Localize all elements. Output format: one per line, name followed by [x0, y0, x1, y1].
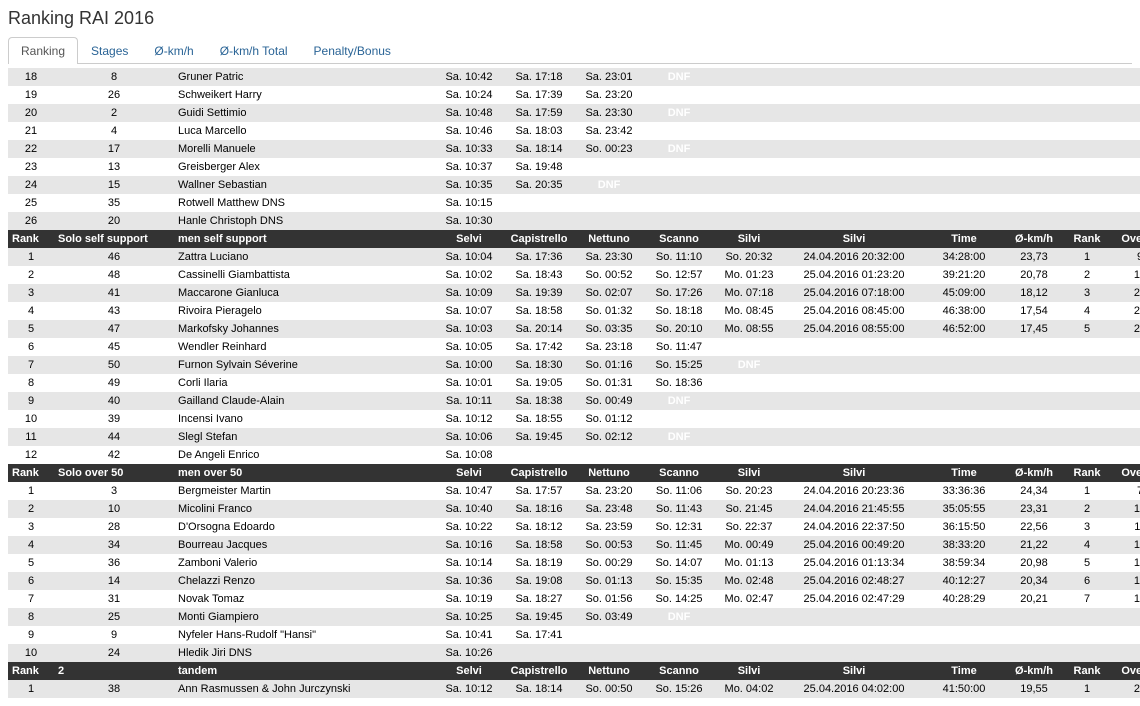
table-row: 547Markofsky JohannesSa. 10:03Sa. 20:14S… — [8, 320, 1140, 338]
table-row: 2313Greisberger AlexSa. 10:37Sa. 19:48DN… — [8, 158, 1140, 176]
ranking-table: 188Gruner PatricSa. 10:42Sa. 17:18Sa. 23… — [8, 68, 1140, 698]
dnf-badge: DNF — [714, 374, 784, 392]
table-row: 731Novak TomazSa. 10:19Sa. 18:27So. 01:5… — [8, 590, 1140, 608]
dnf-badge: DNF — [644, 104, 714, 122]
dnf-badge: DNF — [644, 68, 714, 86]
table-row: 146Zattra LucianoSa. 10:04Sa. 17:36Sa. 2… — [8, 248, 1140, 266]
table-row: 210Micolini FrancoSa. 10:40Sa. 18:16Sa. … — [8, 500, 1140, 518]
table-row: 1024Hledik Jiri DNSSa. 10:26 — [8, 644, 1140, 662]
table-row: 849Corli IlariaSa. 10:01Sa. 19:05So. 01:… — [8, 374, 1140, 392]
table-row: 2620Hanle Christoph DNSSa. 10:30 — [8, 212, 1140, 230]
table-header: Rank2tandemSelviCapistrelloNettunoScanno… — [8, 662, 1140, 680]
dnf-badge: DNF — [714, 356, 784, 374]
table-row: 2217Morelli ManueleSa. 10:33Sa. 18:14So.… — [8, 140, 1140, 158]
dnf-badge: DNF — [714, 338, 784, 356]
table-row: 2535Rotwell Matthew DNSSa. 10:15 — [8, 194, 1140, 212]
table-row: 940Gailland Claude-AlainSa. 10:11Sa. 18:… — [8, 392, 1140, 410]
dnf-badge: DNF — [644, 392, 714, 410]
table-row: 1144Slegl StefanSa. 10:06Sa. 19:45So. 02… — [8, 428, 1140, 446]
table-row: 825Monti GiampieroSa. 10:25Sa. 19:45So. … — [8, 608, 1140, 626]
table-row: 328D'Orsogna EdoardoSa. 10:22Sa. 18:12Sa… — [8, 518, 1140, 536]
dnf-badge: DNF — [504, 446, 574, 464]
dnf-badge: DNF — [574, 626, 644, 644]
table-row: 750Furnon Sylvain SéverineSa. 10:00Sa. 1… — [8, 356, 1140, 374]
table-row: 248Cassinelli GiambattistaSa. 10:02Sa. 1… — [8, 266, 1140, 284]
table-row: 1039Incensi IvanoSa. 10:12Sa. 18:55So. 0… — [8, 410, 1140, 428]
tab--km-h[interactable]: Ø-km/h — [141, 37, 206, 64]
dnf-badge: DNF — [644, 122, 714, 140]
table-row: 614Chelazzi RenzoSa. 10:36Sa. 19:08So. 0… — [8, 572, 1140, 590]
tab-ranking[interactable]: Ranking — [8, 37, 78, 64]
table-row: 13Bergmeister MartinSa. 10:47Sa. 17:57Sa… — [8, 482, 1140, 500]
table-row: 1926Schweikert HarrySa. 10:24Sa. 17:39Sa… — [8, 86, 1140, 104]
table-row: 214Luca MarcelloSa. 10:46Sa. 18:03Sa. 23… — [8, 122, 1140, 140]
table-row: 188Gruner PatricSa. 10:42Sa. 17:18Sa. 23… — [8, 68, 1140, 86]
table-row: 645Wendler ReinhardSa. 10:05Sa. 17:42Sa.… — [8, 338, 1140, 356]
table-row: 1242De Angeli EnricoSa. 10:08DNF — [8, 446, 1140, 464]
dnf-badge: DNF — [574, 158, 644, 176]
dnf-badge: DNF — [644, 410, 714, 428]
dnf-badge: DNF — [644, 86, 714, 104]
table-header: RankSolo self supportmen self supportSel… — [8, 230, 1140, 248]
tab-penalty-bonus[interactable]: Penalty/Bonus — [301, 37, 404, 64]
table-row: 536Zamboni ValerioSa. 10:14Sa. 18:19So. … — [8, 554, 1140, 572]
table-row: 202Guidi SettimioSa. 10:48Sa. 17:59Sa. 2… — [8, 104, 1140, 122]
table-row: 341Maccarone GianlucaSa. 10:09Sa. 19:39S… — [8, 284, 1140, 302]
dnf-badge: DNF — [644, 428, 714, 446]
dnf-badge: DNF — [574, 176, 644, 194]
table-row: 434Bourreau JacquesSa. 10:16Sa. 18:58So.… — [8, 536, 1140, 554]
table-header: RankSolo over 50men over 50SelviCapistre… — [8, 464, 1140, 482]
dnf-badge: DNF — [644, 608, 714, 626]
page-title: Ranking RAI 2016 — [8, 8, 1132, 29]
table-row: 99Nyfeler Hans-Rudolf "Hansi"Sa. 10:41Sa… — [8, 626, 1140, 644]
tab-stages[interactable]: Stages — [78, 37, 141, 64]
table-row: 2415Wallner SebastianSa. 10:35Sa. 20:35D… — [8, 176, 1140, 194]
dnf-badge: DNF — [644, 140, 714, 158]
tab--km-h-total[interactable]: Ø-km/h Total — [207, 37, 301, 64]
tabs-nav: RankingStagesØ-km/hØ-km/h TotalPenalty/B… — [8, 37, 1132, 64]
table-row: 443Rivoira PierageloSa. 10:07Sa. 18:58So… — [8, 302, 1140, 320]
table-row: 138Ann Rasmussen & John JurczynskiSa. 10… — [8, 680, 1140, 698]
